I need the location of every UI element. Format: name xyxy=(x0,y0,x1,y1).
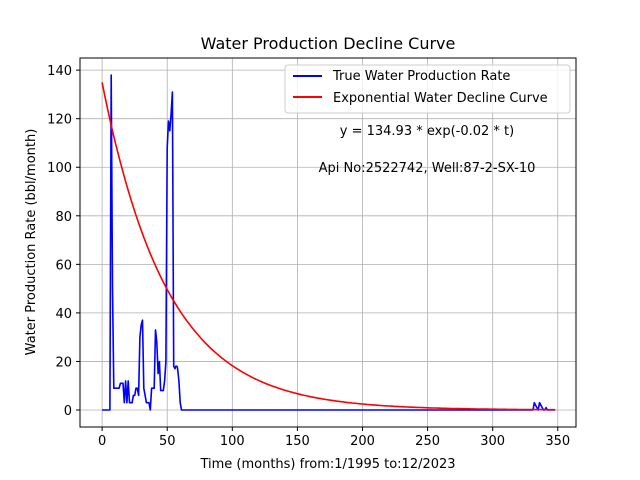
plot-frame xyxy=(79,57,577,428)
series xyxy=(101,74,556,411)
y-tick-label: 20 xyxy=(55,355,72,370)
legend: True Water Production Rate Exponential W… xyxy=(284,64,571,114)
x-tick-label: 200 xyxy=(350,434,375,449)
x-tick-label: 300 xyxy=(480,434,505,449)
y-tick-label: 0 xyxy=(64,404,72,419)
legend-box xyxy=(284,64,571,114)
grid xyxy=(80,58,576,427)
y-tick-label: 140 xyxy=(47,64,72,79)
equation-annotation: y = 134.93 * exp(-0.02 * t) xyxy=(340,124,514,139)
x-tick-label: 100 xyxy=(220,434,245,449)
x-tick-label: 350 xyxy=(545,434,570,449)
well-annotation: Api No:2522742, Well:87-2-SX-10 xyxy=(319,161,536,176)
y-tick-label: 120 xyxy=(47,113,72,128)
y-tick-label: 60 xyxy=(55,258,72,273)
x-tick-label: 250 xyxy=(415,434,440,449)
chart-title: Water Production Decline Curve xyxy=(201,34,456,53)
x-tick-label: 0 xyxy=(98,434,106,449)
x-tick-label: 150 xyxy=(285,434,310,449)
series-line-true-rate xyxy=(102,74,556,411)
y-tick-label: 40 xyxy=(55,307,72,322)
x-tick-label: 50 xyxy=(159,434,176,449)
y-tick-label: 100 xyxy=(47,161,72,176)
legend-label-true-rate: True Water Production Rate xyxy=(332,69,510,84)
y-tick-label: 80 xyxy=(55,210,72,225)
legend-label-decline-curve: Exponential Water Decline Curve xyxy=(333,91,548,106)
axis-ticks: 0 50 100 150 200 250 300 350 0 20 40 60 80 100 120 140 xyxy=(47,64,570,449)
x-axis-label: Time (months) from:1/1995 to:12/2023 xyxy=(199,457,455,472)
y-axis-label: Water Production Rate (bbl/month) xyxy=(24,129,39,356)
series-line-decline-curve xyxy=(101,82,556,411)
